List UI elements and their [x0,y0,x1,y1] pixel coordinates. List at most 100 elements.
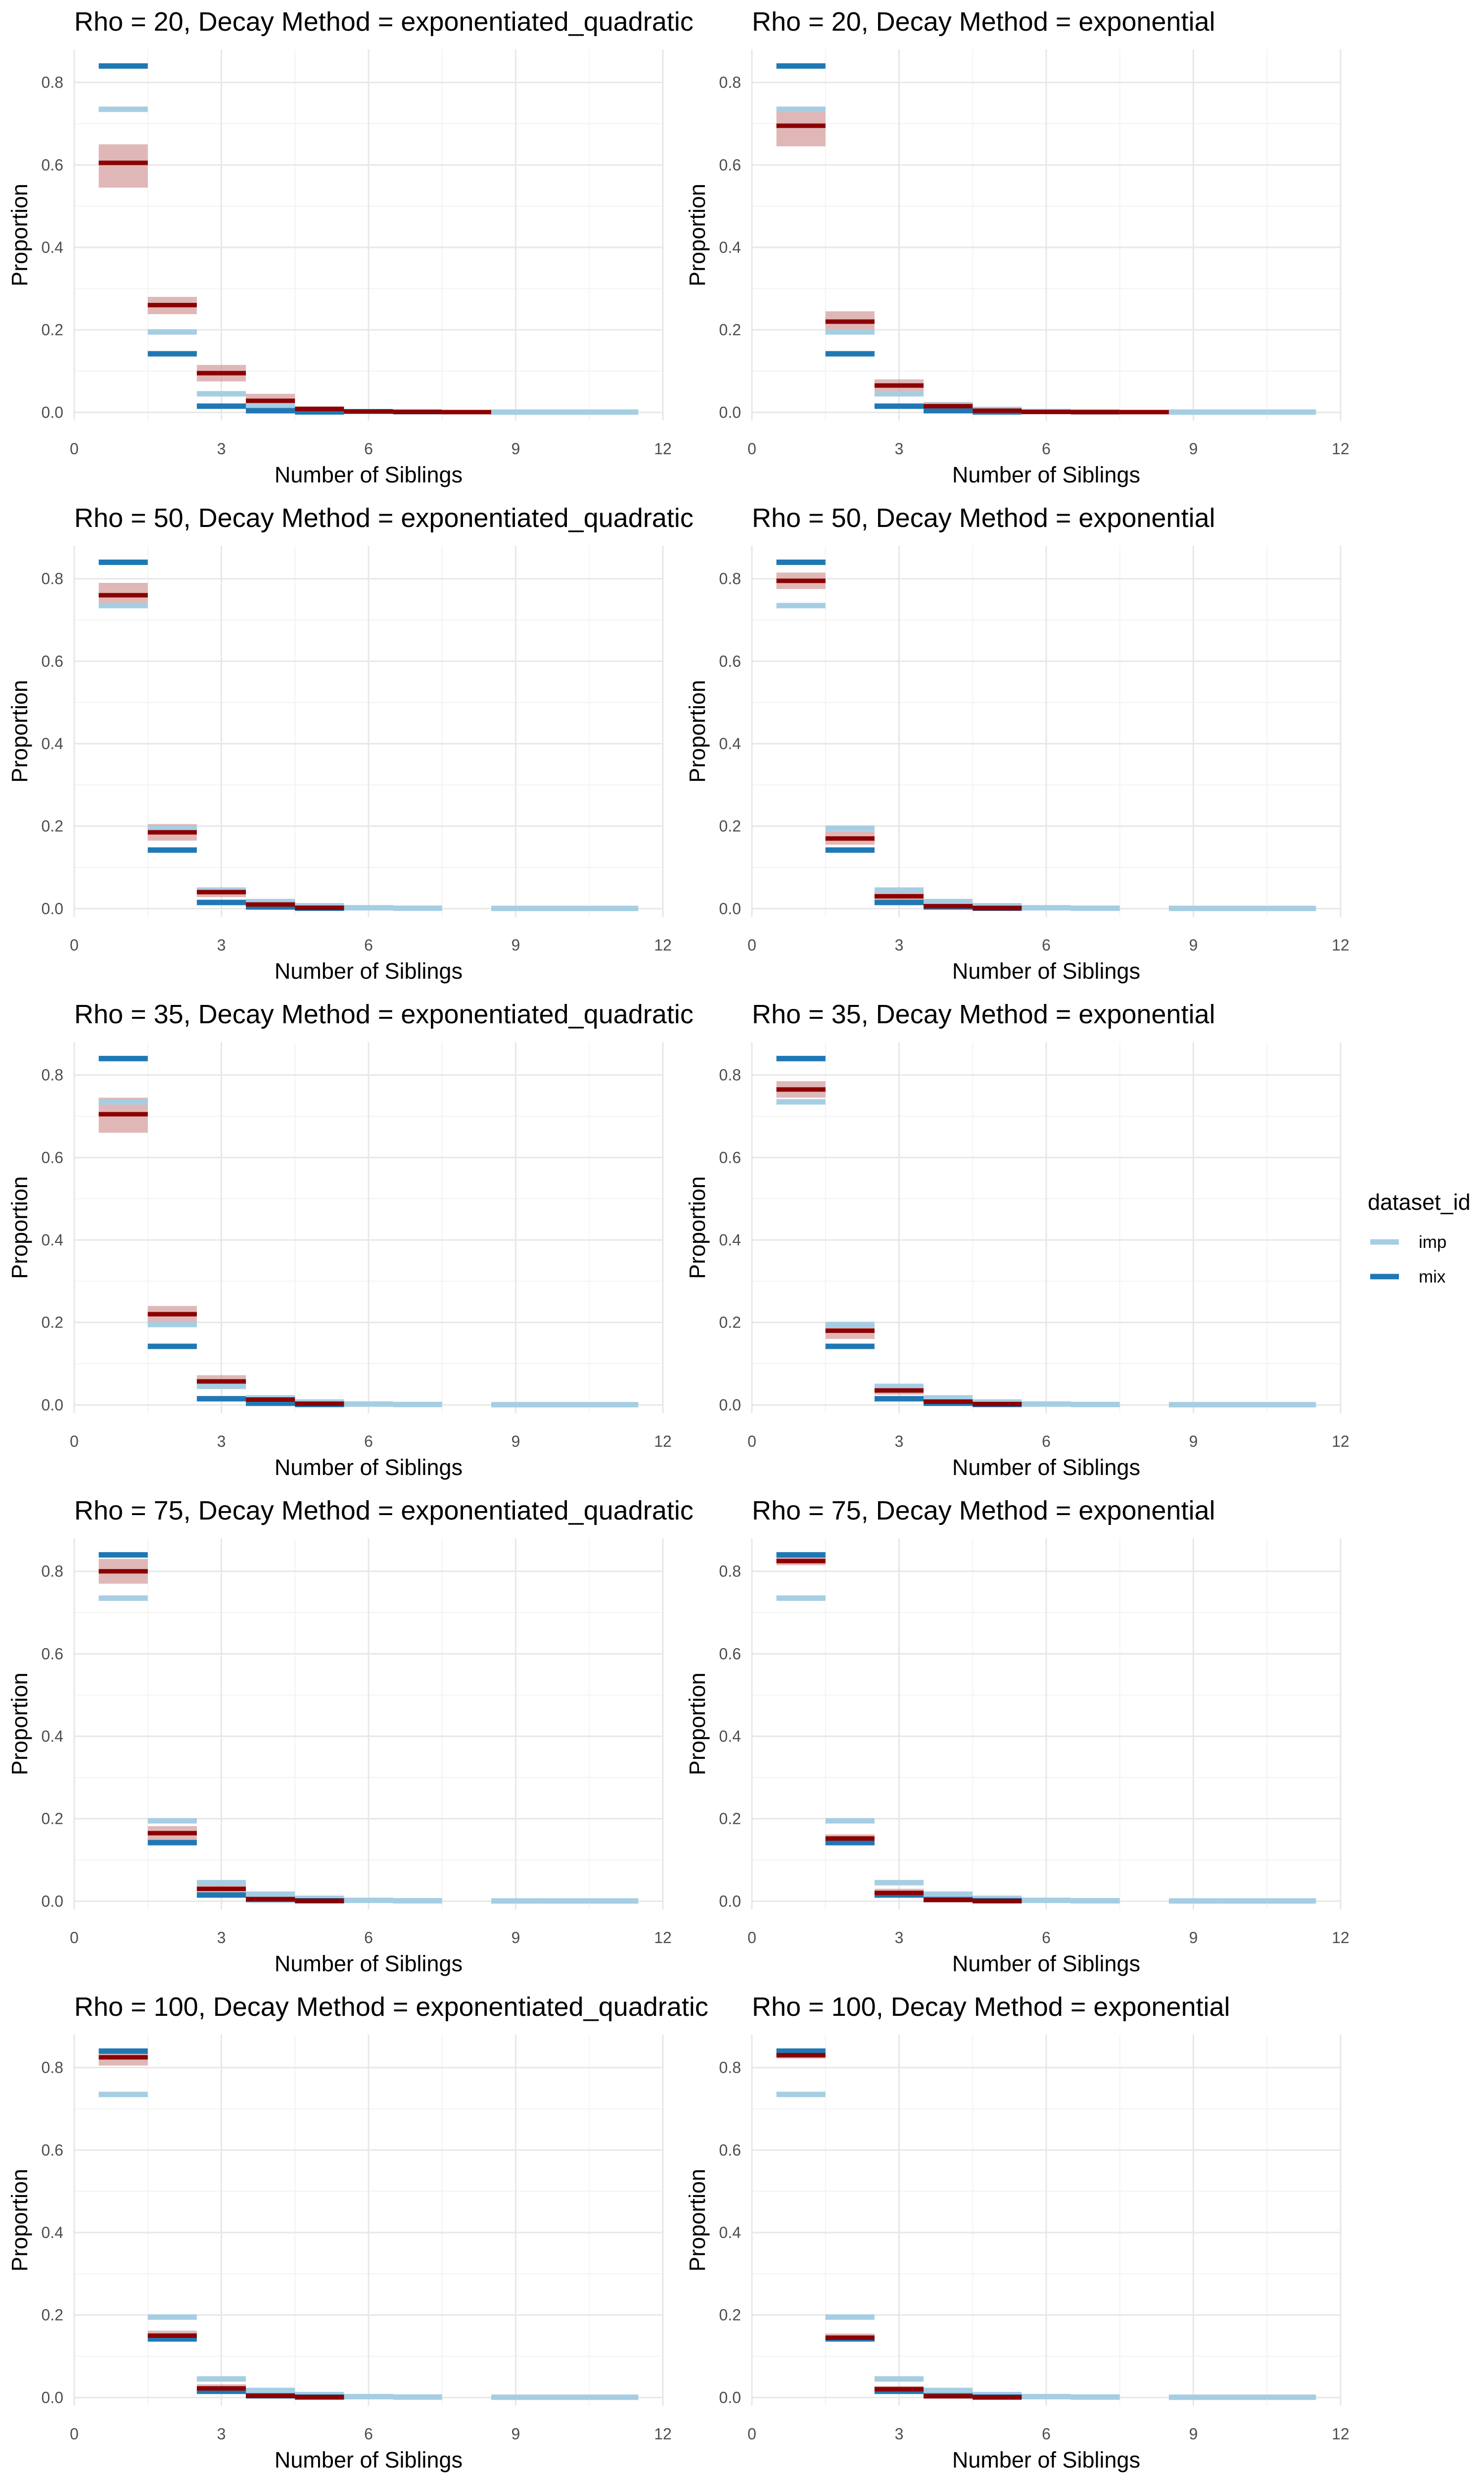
panel-title: Rho = 100, Decay Method = exponential [752,1992,1230,2022]
y-tick-label: 0.6 [719,1148,741,1166]
x-tick-label: 9 [1189,936,1198,954]
y-tick-label: 0.4 [719,238,741,256]
y-tick-label: 0.2 [719,321,741,339]
x-tick-label: 6 [1042,1929,1051,1947]
y-tick-label: 0.6 [719,1645,741,1663]
x-tick-label: 3 [217,440,226,458]
x-tick-label: 12 [1332,1432,1349,1450]
x-tick-label: 3 [895,1929,904,1947]
panel-title: Rho = 20, Decay Method = exponential [752,7,1215,37]
legend-title: dataset_id [1368,1189,1471,1215]
chart-panel: Rho = 50, Decay Method = exponentiated_q… [7,503,694,984]
x-axis-label: Number of Siblings [275,958,463,984]
x-tick-label: 6 [1042,936,1051,954]
x-tick-label: 6 [364,1929,373,1947]
x-axis-label: Number of Siblings [952,958,1140,984]
y-tick-label: 0.2 [42,817,63,835]
x-tick-label: 3 [895,2425,904,2443]
x-tick-label: 9 [1189,440,1198,458]
x-tick-label: 12 [1332,2425,1349,2443]
x-tick-label: 12 [1332,440,1349,458]
x-axis-label: Number of Siblings [952,1455,1140,1480]
x-tick-label: 12 [654,936,672,954]
y-tick-label: 0.8 [42,570,63,588]
x-tick-label: 6 [1042,1432,1051,1450]
x-tick-label: 6 [364,2425,373,2443]
panel-title: Rho = 35, Decay Method = exponentiated_q… [74,999,694,1029]
chart-panel: Rho = 20, Decay Method = exponentiated_q… [7,7,694,487]
y-axis-label: Proportion [685,1672,710,1775]
y-tick-label: 0.8 [719,1066,741,1084]
y-tick-label: 0.0 [42,900,63,917]
x-axis-label: Number of Siblings [275,462,463,487]
y-tick-label: 0.2 [42,2306,63,2324]
y-axis-label: Proportion [7,1176,32,1279]
chart-panel: Rho = 35, Decay Method = exponential 0.0 0… [685,999,1349,1480]
x-tick-label: 0 [747,2425,756,2443]
y-axis-label: Proportion [7,184,32,286]
y-axis-label: Proportion [7,1672,32,1775]
x-tick-label: 9 [1189,1432,1198,1450]
x-axis-label: Number of Siblings [952,1951,1140,1976]
y-tick-label: 0.8 [719,1563,741,1580]
y-tick-label: 0.6 [42,1645,63,1663]
y-tick-label: 0.2 [719,2306,741,2324]
legend-items: imp mix [1370,1233,1446,1286]
y-tick-label: 0.4 [42,1231,63,1249]
y-tick-label: 0.4 [42,1727,63,1745]
x-tick-label: 3 [895,1432,904,1450]
y-tick-label: 0.8 [719,74,741,92]
legend-label-mix: mix [1419,1267,1446,1286]
x-tick-label: 12 [654,2425,672,2443]
y-tick-label: 0.0 [42,1892,63,1910]
y-tick-label: 0.6 [719,2141,741,2159]
x-tick-label: 9 [511,2425,520,2443]
x-tick-label: 9 [511,440,520,458]
y-tick-label: 0.4 [719,2224,741,2241]
x-tick-label: 6 [364,440,373,458]
y-tick-label: 0.8 [42,1563,63,1580]
x-tick-label: 12 [1332,936,1349,954]
y-tick-label: 0.4 [42,2224,63,2241]
x-axis-label: Number of Siblings [275,2447,463,2473]
y-tick-label: 0.0 [719,2388,741,2406]
y-axis-label: Proportion [685,2169,710,2272]
y-tick-label: 0.8 [42,74,63,92]
legend-label-imp: imp [1419,1233,1446,1252]
x-tick-label: 0 [747,440,756,458]
x-tick-label: 9 [1189,1929,1198,1947]
chart-panel: Rho = 100, Decay Method = exponential 0.0… [685,1992,1349,2473]
y-tick-label: 0.4 [719,1231,741,1249]
y-tick-label: 0.2 [719,1810,741,1828]
panel-title: Rho = 50, Decay Method = exponentiated_q… [74,503,694,533]
x-axis-label: Number of Siblings [275,1455,463,1480]
y-tick-label: 0.8 [42,1066,63,1084]
x-tick-label: 9 [511,1432,520,1450]
x-tick-label: 6 [364,936,373,954]
panel-title: Rho = 75, Decay Method = exponentiated_q… [74,1496,694,1525]
y-tick-label: 0.2 [42,321,63,339]
x-tick-label: 3 [895,440,904,458]
y-tick-label: 0.4 [719,1727,741,1745]
x-tick-label: 9 [1189,2425,1198,2443]
y-tick-label: 0.8 [719,2059,741,2077]
y-tick-label: 0.6 [42,652,63,670]
panel-title: Rho = 35, Decay Method = exponential [752,999,1215,1029]
x-tick-label: 12 [654,1432,672,1450]
y-tick-label: 0.8 [42,2059,63,2077]
y-tick-label: 0.2 [719,817,741,835]
y-tick-label: 0.6 [719,156,741,174]
legend: dataset_id imp mix [1368,1189,1471,1286]
x-tick-label: 0 [70,1432,79,1450]
y-tick-label: 0.6 [719,652,741,670]
x-tick-label: 12 [654,1929,672,1947]
chart-panel: Rho = 75, Decay Method = exponentiated_q… [7,1496,694,1976]
chart-panel: Rho = 50, Decay Method = exponential 0.0 0… [685,503,1349,984]
ribbon-band [98,144,148,188]
chart-panel: Rho = 20, Decay Method = exponential 0.0 0… [685,7,1349,487]
x-tick-label: 9 [511,936,520,954]
y-axis-label: Proportion [685,680,710,783]
y-tick-label: 0.0 [42,1396,63,1414]
y-tick-label: 0.0 [719,1396,741,1414]
